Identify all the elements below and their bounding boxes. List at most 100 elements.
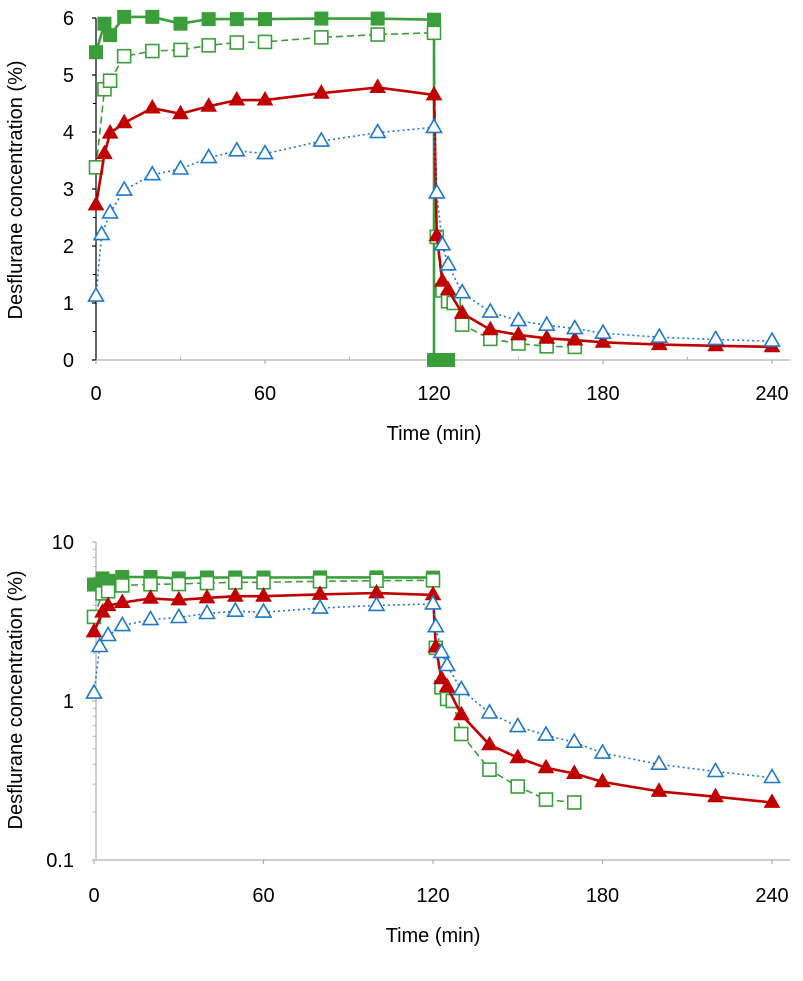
data-point-filled-square — [370, 11, 385, 26]
data-point-open-triangle — [254, 602, 273, 618]
data-point-filled-square — [314, 11, 329, 26]
data-point-filled-triangle — [433, 669, 450, 685]
data-point-open-triangle — [593, 743, 612, 759]
x-tick-label: 240 — [755, 885, 788, 907]
data-point-open-square — [566, 795, 582, 810]
data-point-open-square — [229, 35, 245, 50]
data-point-open-square — [256, 574, 271, 590]
data-point-filled-triangle — [452, 705, 470, 721]
data-point-open-triangle — [198, 603, 216, 620]
data-point-filled-triangle — [425, 85, 443, 101]
series-open-triangle — [85, 594, 781, 784]
x-tick-label: 0 — [88, 885, 99, 907]
data-point-filled-triangle — [763, 793, 781, 808]
data-point-open-triangle — [227, 141, 246, 157]
x-axis-label: Time (min) — [386, 925, 481, 947]
series-line-open-triangle — [93, 603, 773, 779]
data-point-open-triangle — [85, 683, 103, 699]
data-point-open-triangle — [509, 310, 528, 327]
y-tick-label: 10 — [52, 532, 74, 554]
data-point-filled-triangle — [115, 113, 133, 129]
data-point-open-triangle — [171, 159, 190, 175]
x-tick-label: 60 — [252, 885, 274, 907]
series-line-open-square — [93, 579, 575, 804]
data-point-open-triangle — [763, 767, 781, 784]
data-point-open-triangle — [481, 302, 500, 318]
data-point-open-triangle — [426, 617, 445, 633]
data-point-open-triangle — [706, 329, 725, 346]
y-tick-label: 1 — [63, 691, 74, 713]
series-open-square — [88, 25, 583, 355]
data-point-filled-triangle — [255, 587, 272, 602]
data-point-filled-triangle — [428, 226, 446, 242]
data-point-open-triangle — [312, 131, 331, 147]
data-point-open-square — [100, 583, 116, 599]
series-filled-square — [89, 9, 456, 367]
data-point-filled-triangle — [143, 98, 161, 114]
data-point-open-triangle — [141, 609, 160, 626]
data-point-filled-triangle — [85, 622, 103, 638]
data-point-filled-triangle — [96, 144, 113, 160]
data-point-filled-triangle — [198, 588, 216, 604]
data-point-open-square — [102, 73, 118, 88]
data-point-open-triangle — [537, 725, 555, 741]
data-point-filled-square — [145, 9, 160, 24]
data-point-filled-triangle — [226, 587, 244, 602]
data-point-open-triangle — [565, 732, 584, 749]
data-point-filled-triangle — [650, 335, 668, 351]
data-point-filled-square — [229, 12, 244, 27]
data-point-filled-triangle — [312, 84, 330, 99]
data-point-open-triangle — [438, 655, 456, 672]
data-point-open-triangle — [432, 642, 451, 659]
data-point-filled-triangle — [594, 333, 612, 348]
x-tick-label: 180 — [586, 383, 619, 405]
data-point-filled-triangle — [101, 123, 119, 139]
y-tick-label: 0.1 — [46, 850, 74, 872]
data-point-filled-triangle — [537, 758, 555, 774]
data-point-open-triangle — [433, 235, 452, 251]
y-tick-label: 6 — [63, 8, 74, 30]
data-point-filled-triangle — [565, 764, 583, 779]
data-point-open-square — [201, 38, 216, 53]
data-point-open-square — [227, 575, 243, 590]
data-point-open-square — [538, 792, 554, 807]
data-point-open-triangle — [537, 315, 556, 332]
data-point-open-triangle — [90, 636, 109, 653]
data-point-filled-triangle — [707, 787, 724, 803]
data-point-filled-square — [117, 9, 132, 24]
data-point-open-triangle — [594, 323, 612, 340]
data-point-filled-triangle — [438, 677, 456, 693]
data-point-open-square — [145, 43, 160, 59]
chart-log-scale: 0.1 1 10 0 60 120 180 240 Time (min) Desflurane c… — [5, 532, 790, 947]
data-point-filled-triangle — [566, 330, 584, 346]
data-point-open-triangle — [311, 598, 329, 614]
data-point-filled-triangle — [172, 104, 189, 120]
data-point-open-square — [171, 576, 187, 592]
data-point-open-triangle — [424, 594, 442, 610]
data-point-filled-triangle — [509, 748, 527, 764]
x-tick-label: 180 — [586, 885, 619, 907]
data-point-filled-triangle — [369, 78, 387, 93]
data-point-open-square — [173, 42, 188, 58]
data-point-open-triangle — [87, 286, 105, 302]
data-point-open-triangle — [453, 282, 472, 299]
series-open-square — [86, 573, 582, 810]
data-point-filled-triangle — [510, 325, 527, 341]
data-point-filled-triangle — [170, 590, 188, 606]
data-point-open-triangle — [113, 615, 132, 632]
data-point-open-square — [370, 27, 385, 42]
data-point-open-triangle — [92, 224, 111, 241]
y-tick-label: 2 — [63, 236, 74, 258]
data-point-open-triangle — [226, 601, 245, 618]
x-tick-label: 0 — [90, 383, 101, 405]
y-tick-label: 1 — [63, 293, 74, 315]
data-point-open-square — [426, 25, 442, 41]
data-point-open-triangle — [427, 183, 446, 199]
y-tick-label: 3 — [63, 179, 74, 201]
data-point-open-triangle — [480, 703, 499, 719]
data-point-filled-square — [201, 12, 216, 27]
data-point-filled-triangle — [113, 593, 131, 608]
data-point-filled-triangle — [434, 272, 451, 287]
data-point-open-triangle — [763, 331, 781, 347]
